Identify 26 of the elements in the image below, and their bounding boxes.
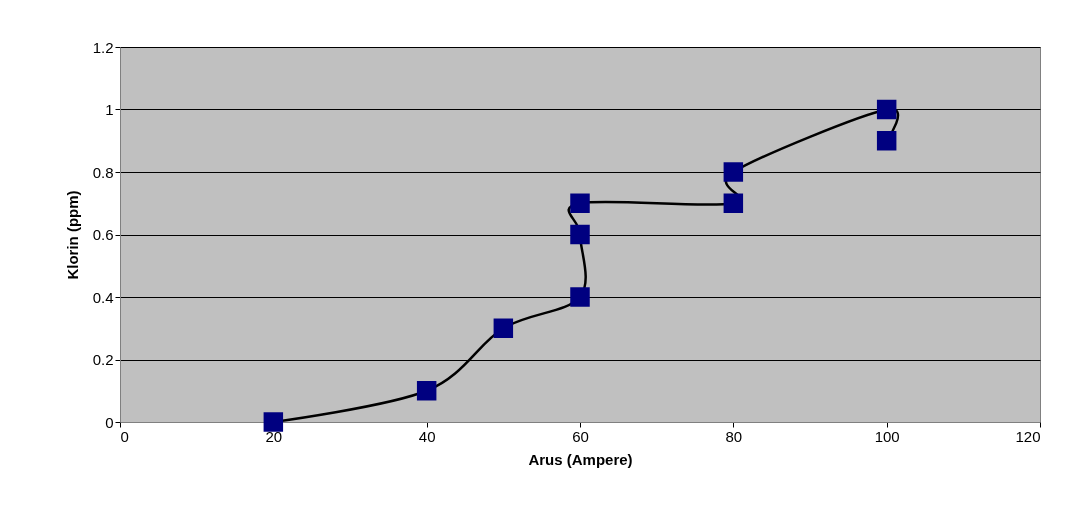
point (570, 224, 590, 245)
x-tick-label: 80 (725, 427, 743, 445)
y-tick-label: 0 (105, 413, 114, 431)
y-tick-label: 1 (105, 101, 114, 118)
point (570, 193, 590, 213)
point (876, 99, 897, 120)
point (493, 318, 514, 338)
x-tick-label: 20 (265, 427, 283, 445)
y-tick-label: 0.4 (92, 288, 114, 306)
y-axis-title: Klorin (ppm) (63, 190, 81, 280)
x-tick-label: 60 (572, 427, 589, 445)
point (570, 287, 590, 307)
x-tick-label: 40 (418, 427, 436, 445)
point (416, 381, 437, 401)
y-tick-label: 0.6 (92, 226, 114, 243)
y-tick-label: 0.8 (92, 163, 114, 181)
point (263, 412, 284, 432)
x-axis-title: Arus (Ampere) (528, 450, 633, 468)
y-tick-label: 0.2 (92, 351, 114, 368)
point (876, 131, 897, 151)
x-tick-label: 100 (874, 427, 900, 445)
y-tick-label: 1.2 (92, 38, 114, 56)
point (723, 193, 744, 213)
x-tick-label: 120 (1015, 427, 1041, 445)
point (723, 162, 744, 182)
x-tick-label: 0 (120, 427, 129, 445)
